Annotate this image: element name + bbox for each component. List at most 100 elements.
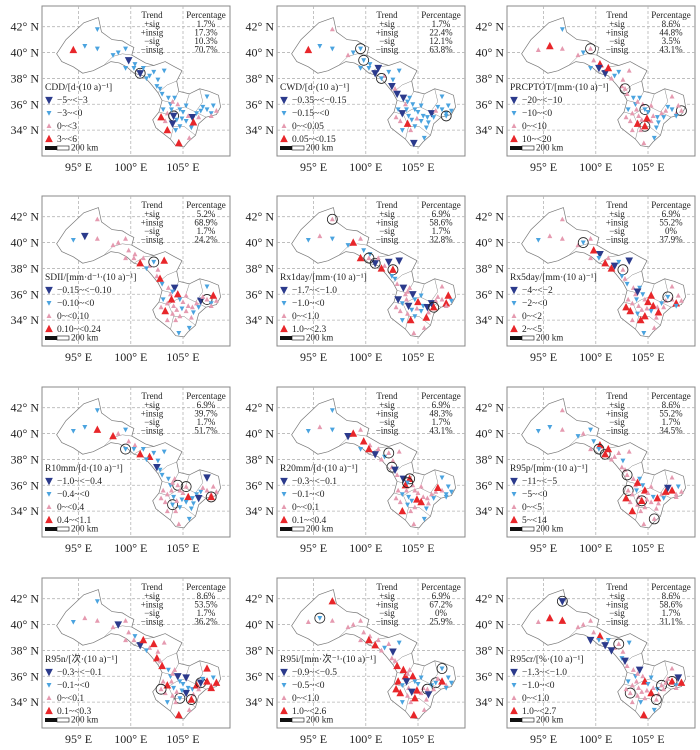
station-marker bbox=[403, 119, 412, 127]
station-marker bbox=[189, 118, 198, 126]
legend-marker bbox=[45, 668, 53, 677]
legend-title: Rx5day/[mm·(10 a)⁻¹] bbox=[510, 272, 597, 283]
station-marker bbox=[596, 631, 604, 640]
station-marker bbox=[393, 90, 401, 99]
station-marker bbox=[634, 488, 639, 494]
station-marker bbox=[174, 138, 183, 147]
region-boundary bbox=[408, 698, 431, 708]
scale-bar-black bbox=[45, 146, 57, 150]
station-marker bbox=[394, 281, 400, 286]
station-marker bbox=[190, 310, 196, 316]
x-tick-label: 100° E bbox=[114, 732, 147, 746]
station-marker bbox=[164, 700, 170, 705]
significance-circle bbox=[326, 213, 338, 225]
stations bbox=[69, 27, 219, 147]
station-marker bbox=[625, 487, 631, 493]
legend-marker bbox=[511, 313, 517, 319]
y-tick-label: 36° N bbox=[476, 478, 505, 492]
scale-bar-black bbox=[45, 336, 57, 340]
trend-label: −insig bbox=[141, 426, 164, 436]
legend-marker bbox=[280, 477, 288, 486]
station-marker bbox=[405, 480, 411, 486]
station-marker bbox=[161, 449, 167, 455]
station-marker bbox=[371, 641, 380, 649]
y-tick-label: 42° N bbox=[476, 401, 505, 415]
station-marker bbox=[641, 521, 647, 527]
station-marker bbox=[420, 113, 426, 119]
legend-marker bbox=[280, 96, 288, 105]
legend-class-label: −0.1~<0 bbox=[292, 490, 325, 500]
station-marker bbox=[629, 127, 635, 133]
legend-marker bbox=[281, 682, 287, 688]
station-marker bbox=[174, 689, 180, 694]
station-marker bbox=[601, 450, 610, 458]
station-marker bbox=[183, 292, 189, 298]
significance-circle bbox=[436, 663, 448, 674]
station-marker bbox=[132, 62, 138, 67]
y-tick-label: 38° N bbox=[476, 452, 505, 466]
station-marker bbox=[349, 429, 358, 437]
station-marker bbox=[635, 670, 641, 676]
x-tick-label: 105° E bbox=[631, 350, 664, 364]
station-marker bbox=[433, 489, 439, 494]
table-header-percentage: Percentage bbox=[651, 10, 690, 20]
trend-percentage: 55.2% bbox=[659, 218, 683, 228]
table-header-trend: Trend bbox=[376, 200, 398, 210]
station-marker bbox=[160, 487, 166, 493]
station-marker bbox=[200, 294, 206, 299]
significance-circle bbox=[619, 83, 631, 95]
legend-marker bbox=[510, 134, 518, 143]
significance-circle bbox=[120, 443, 131, 455]
y-tick-label: 40° N bbox=[246, 46, 275, 60]
legend-class-label: 1.0~<2.7 bbox=[522, 707, 556, 717]
station-marker bbox=[604, 63, 613, 72]
trend-label: +insig bbox=[606, 409, 629, 419]
table-header-trend: Trend bbox=[606, 10, 628, 20]
legend-marker bbox=[46, 504, 52, 510]
legend-class-label: 0~<0.10 bbox=[57, 312, 89, 322]
trend-label: +sig bbox=[379, 209, 395, 219]
station-marker bbox=[414, 297, 422, 306]
station-marker bbox=[638, 700, 644, 705]
station-marker bbox=[625, 257, 634, 265]
station-marker bbox=[375, 637, 381, 643]
station-marker bbox=[395, 487, 401, 493]
trend-percentage: 1.7% bbox=[197, 19, 216, 29]
region-boundary bbox=[638, 507, 661, 517]
station-marker bbox=[423, 125, 429, 131]
station-marker bbox=[413, 495, 421, 503]
legend-marker bbox=[511, 123, 517, 129]
station-marker bbox=[168, 120, 177, 128]
station-marker bbox=[642, 504, 648, 510]
legend-class-label: 0~<10 bbox=[522, 122, 547, 132]
station-marker bbox=[588, 617, 594, 623]
significance-circle bbox=[180, 481, 192, 492]
trend-label: +insig bbox=[606, 28, 629, 38]
x-tick-label: 95° E bbox=[300, 160, 327, 174]
station-marker bbox=[655, 691, 661, 697]
station-marker bbox=[157, 86, 163, 92]
station-marker bbox=[207, 492, 216, 501]
station-marker bbox=[182, 674, 190, 682]
region-boundary bbox=[430, 469, 439, 494]
station-marker bbox=[170, 479, 176, 485]
station-marker bbox=[165, 95, 171, 101]
legend-title: CDD/[d·(10 a)⁻¹] bbox=[45, 82, 112, 93]
significance-circle bbox=[556, 595, 568, 607]
station-marker bbox=[659, 682, 665, 688]
station-marker bbox=[545, 41, 554, 50]
station-marker bbox=[115, 50, 121, 56]
station-marker bbox=[349, 238, 358, 246]
station-marker bbox=[378, 456, 384, 462]
station-marker bbox=[415, 490, 421, 496]
significance-circle bbox=[355, 43, 366, 55]
trend-label: −sig bbox=[609, 36, 625, 46]
region-boundary bbox=[157, 461, 177, 474]
legend-class-label: −0.1~<0 bbox=[57, 681, 90, 691]
legend-marker bbox=[45, 324, 53, 333]
station-marker bbox=[425, 309, 431, 315]
trend-label: −insig bbox=[376, 617, 399, 627]
station-marker bbox=[448, 680, 454, 686]
scale-bar-black bbox=[280, 146, 292, 150]
station-marker bbox=[329, 216, 335, 222]
